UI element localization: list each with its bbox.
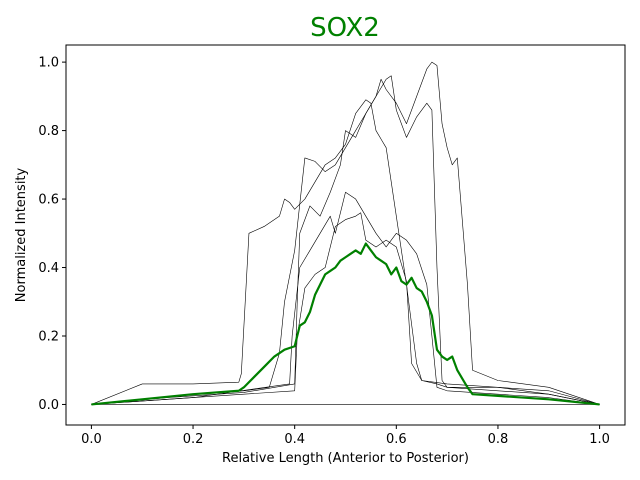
series-line-5 [91,191,600,405]
y-axis-label: Normalized Intensity [14,167,29,302]
series-line-2 [91,61,600,405]
x-axis: 0.0 0.2 0.4 0.6 0.8 1.0 [81,425,610,447]
x-tick-label: 1.0 [589,432,610,447]
y-tick-label: 0.4 [38,261,59,276]
x-axis-label: Relative Length (Anterior to Posterior) [222,451,469,466]
x-tick-label: 0.8 [488,432,509,447]
x-tick-label: 0.2 [183,432,204,447]
y-axis: 0.0 0.2 0.4 0.6 0.8 1.0 [38,56,66,413]
y-tick-label: 0.6 [38,193,59,208]
y-tick-label: 0.8 [38,124,59,139]
x-tick-label: 0.6 [386,432,407,447]
series-line-3 [91,75,600,405]
y-tick-label: 1.0 [38,56,59,71]
x-tick-label: 0.0 [81,432,102,447]
y-tick-label: 0.0 [38,398,59,413]
y-tick-label: 0.2 [38,329,59,344]
chart-title: SOX2 [310,13,380,43]
mean-series-line [91,242,600,406]
x-tick-label: 0.4 [284,432,305,447]
series-line-4 [91,212,600,405]
series-line-1 [91,99,600,405]
plot-frame [65,44,626,426]
